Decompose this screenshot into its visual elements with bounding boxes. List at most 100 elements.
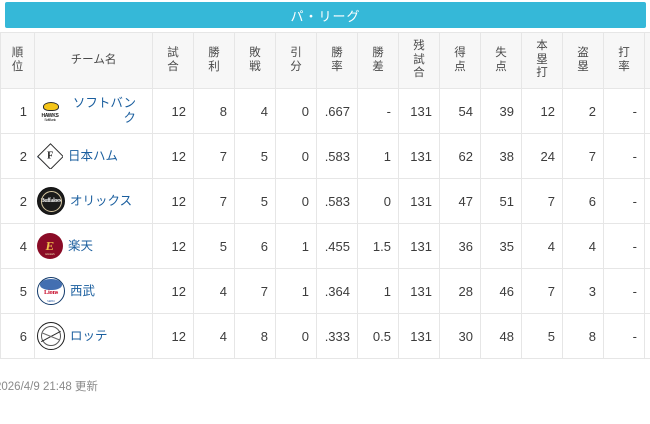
page-title: パ・リーグ [290,8,361,24]
team-cell: E EAGLES 楽天 [37,233,145,259]
column-batting-average: 打率 [603,32,645,89]
cell-gb: 0 [357,178,399,224]
cell-draws: 0 [275,133,317,179]
cell-gb: 1 [357,133,399,179]
cell-hr: 12 [521,88,563,134]
column-home-runs: 本塁打 [521,32,563,89]
cell-avg: - [603,268,645,314]
cell-team[interactable]: E EAGLES 楽天 [34,223,153,269]
cell-losses: 4 [234,88,276,134]
team-cell: Buffaloes オリックス [37,187,145,215]
column-team-label: チーム名 [70,53,117,66]
table-row[interactable]: 1 HAWKS SoftBank ソフトバンク 12 8 4 0.667-131 54 39 12 2… [0,88,650,134]
cell-team[interactable]: Lions SEIBU 西武 [34,268,153,314]
cell-hr: 4 [521,223,563,269]
cell-remaining: 131 [398,88,440,134]
cell-team[interactable]: F 日本ハム [34,133,153,179]
league-title-bar: パ・リーグ [5,2,646,28]
cell-rank: 2 [0,178,35,224]
cell-pct: .364 [316,268,358,314]
column-wins-label: 勝利 [208,46,220,73]
cell-era: - [644,178,650,224]
table-header: 順位チーム名試合勝利敗戦引分勝率勝差残試合得点失点本塁打盗塁打率防御率失策 [0,32,650,89]
cell-sb: 2 [562,88,604,134]
cell-wins: 4 [193,313,235,359]
cell-team[interactable]: Buffaloes オリックス [34,178,153,224]
cell-hr: 5 [521,313,563,359]
column-losses-label: 敗戦 [249,46,261,73]
team-cell: Lions SEIBU 西武 [37,277,145,305]
cell-runs: 47 [439,178,481,224]
team-cell: ロッテ [37,322,145,350]
team-name-link[interactable]: オリックス [70,193,133,208]
cell-rank: 2 [0,133,35,179]
team-name-link[interactable]: 楽天 [68,238,94,253]
column-batting-average-label: 打率 [618,46,630,73]
lions-logo: Lions SEIBU [37,277,65,305]
cell-avg: - [603,178,645,224]
cell-era: - [644,88,650,134]
cell-wins: 7 [193,133,235,179]
cell-hr: 24 [521,133,563,179]
team-name-link[interactable]: ロッテ [70,328,108,343]
cell-avg: - [603,88,645,134]
cell-avg: - [603,313,645,359]
cell-team[interactable]: ロッテ [34,313,153,359]
cell-sb: 6 [562,178,604,224]
cell-runs_allowed: 51 [480,178,522,224]
cell-wins: 7 [193,178,235,224]
cell-draws: 0 [275,313,317,359]
team-name-link[interactable]: ソフトバンク [72,96,136,125]
cell-draws: 0 [275,88,317,134]
cell-draws: 1 [275,268,317,314]
column-rank-label: 順位 [11,46,24,73]
cell-pct: .455 [316,223,358,269]
last-updated-text: 2026/4/9 21:48 更新 [0,381,98,393]
cell-era: - [644,313,650,359]
cell-runs_allowed: 48 [480,313,522,359]
buffaloes-logo: Buffaloes [37,187,65,215]
cell-pct: .667 [316,88,358,134]
cell-remaining: 131 [398,313,440,359]
cell-pct: .333 [316,313,358,359]
cell-gb: 1.5 [357,223,399,269]
cell-remaining: 131 [398,178,440,224]
column-runs-allowed-label: 失点 [495,46,507,73]
cell-draws: 1 [275,223,317,269]
cell-gb: 0.5 [357,313,399,359]
cell-pct: .583 [316,178,358,224]
header-row: 順位チーム名試合勝利敗戦引分勝率勝差残試合得点失点本塁打盗塁打率防御率失策 [0,32,650,89]
cell-runs: 30 [439,313,481,359]
team-name-link[interactable]: 日本ハム [68,148,119,163]
column-draws-label: 引分 [290,46,302,73]
cell-runs: 62 [439,133,481,179]
cell-team[interactable]: HAWKS SoftBank ソフトバンク [34,88,153,134]
cell-sb: 3 [562,268,604,314]
cell-era: - [644,133,650,179]
cell-wins: 5 [193,223,235,269]
column-runs-scored-label: 得点 [454,46,466,73]
column-stolen-bases: 盗塁 [562,32,604,89]
cell-rank: 6 [0,313,35,359]
column-team: チーム名 [34,32,153,89]
cell-games: 12 [152,223,194,269]
cell-games: 12 [152,268,194,314]
cell-rank: 1 [0,88,35,134]
cell-runs_allowed: 39 [480,88,522,134]
column-games-label: 試合 [167,46,179,73]
column-remaining-games: 残試合 [398,32,440,89]
cell-runs_allowed: 38 [480,133,522,179]
column-rank: 順位 [0,32,35,89]
cell-sb: 7 [562,133,604,179]
column-stolen-bases-label: 盗塁 [577,46,589,73]
team-name-link[interactable]: 西武 [70,283,96,298]
cell-losses: 8 [234,313,276,359]
cell-pct: .583 [316,133,358,179]
cell-remaining: 131 [398,133,440,179]
